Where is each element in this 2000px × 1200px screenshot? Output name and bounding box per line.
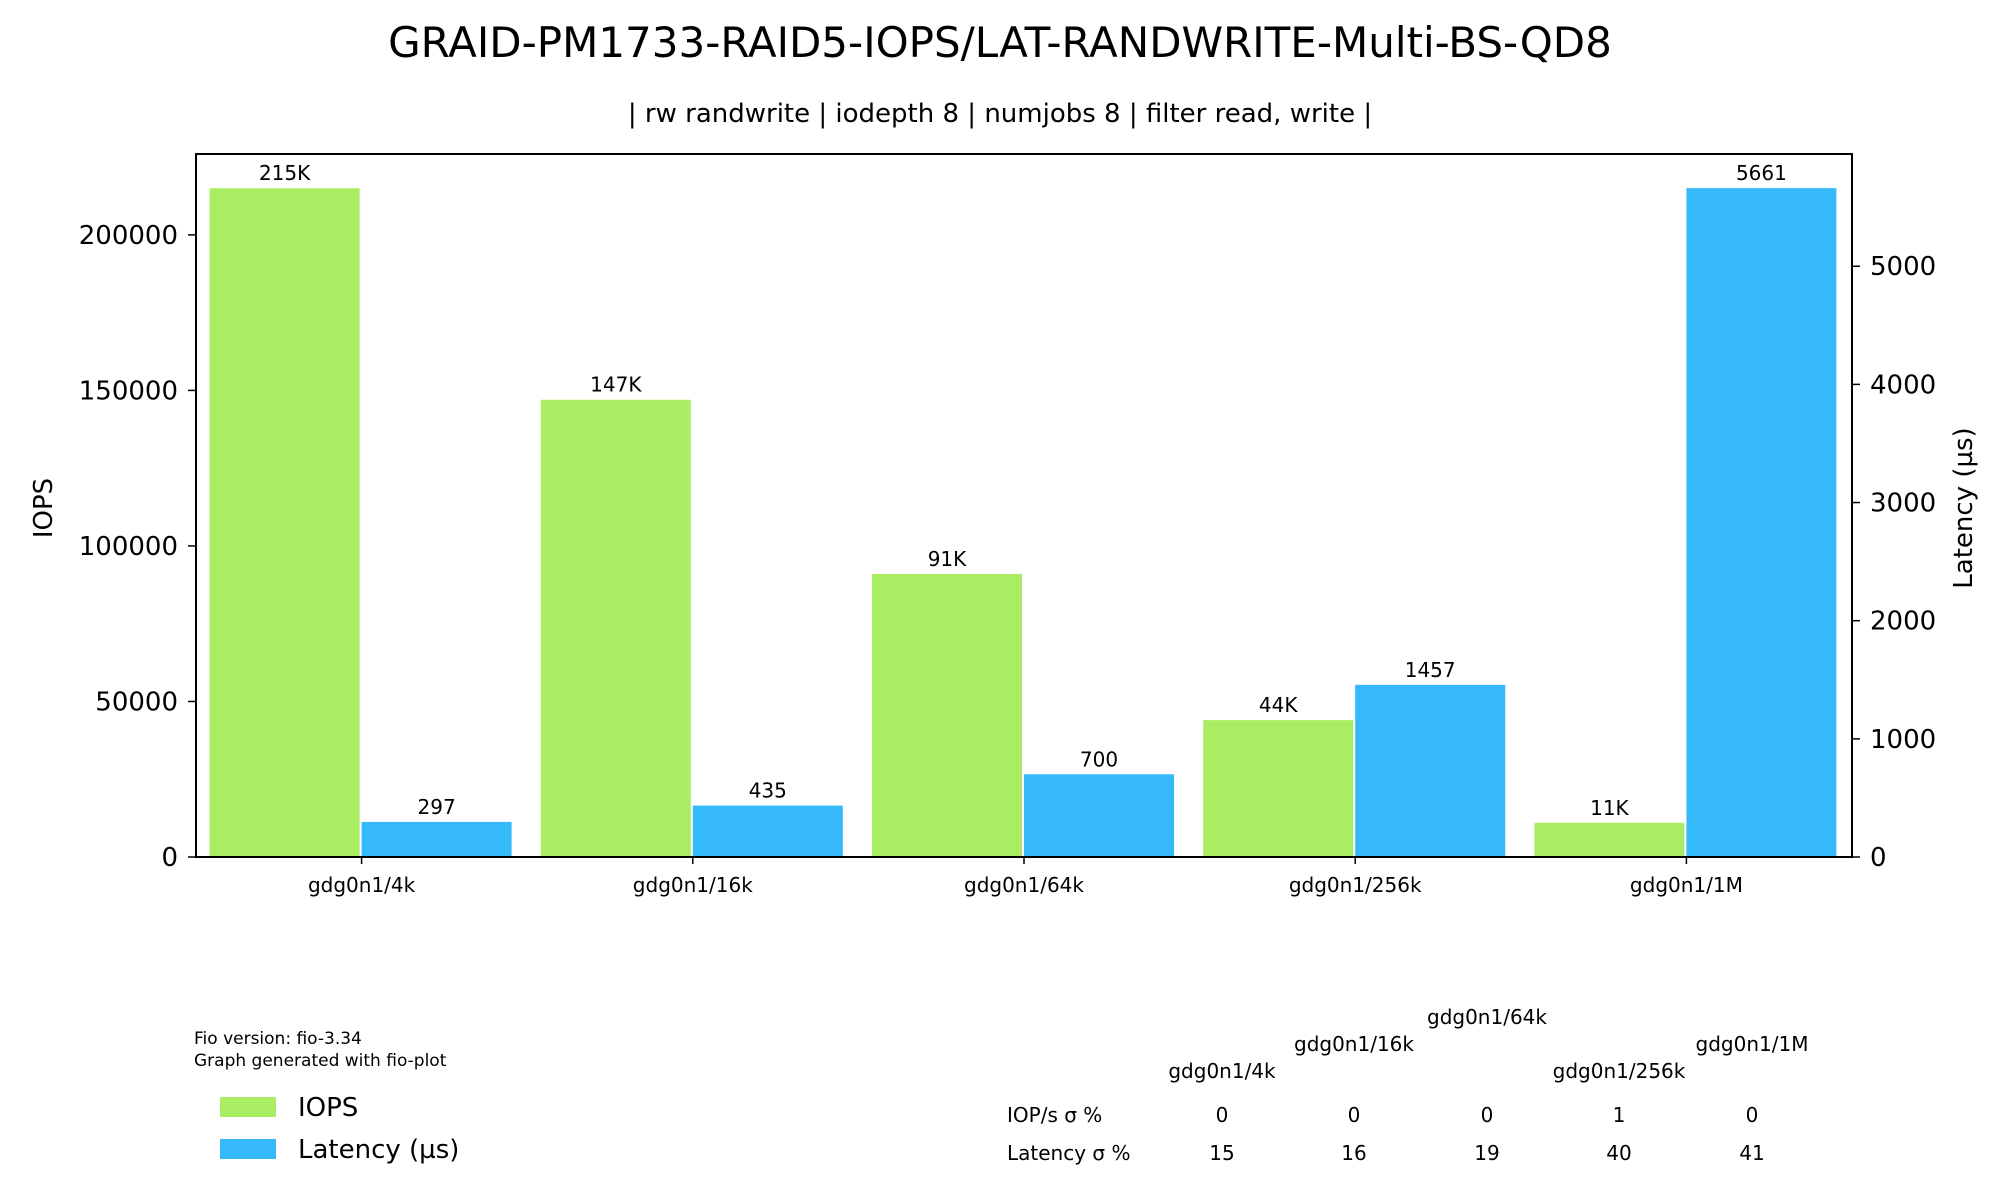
table-cell: 41: [1739, 1141, 1764, 1165]
x-tick-label: gdg0n1/16k: [633, 873, 753, 897]
y-tick-label: 50000: [95, 687, 178, 717]
y2-tick-label: 0: [1870, 843, 1887, 873]
table-cell: 40: [1606, 1141, 1631, 1165]
table-cell: 0: [1216, 1103, 1229, 1127]
table-cell: 0: [1481, 1103, 1494, 1127]
x-tick-label: gdg0n1/4k: [308, 873, 416, 897]
x-tick-label: gdg0n1/64k: [964, 873, 1084, 897]
iops-bar: [1203, 720, 1354, 857]
fio-plot-note: Graph generated with fio-plot: [194, 1051, 447, 1071]
table-header: gdg0n1/256k: [1553, 1059, 1686, 1083]
iops-bar: [1534, 822, 1685, 857]
table-header: gdg0n1/4k: [1168, 1059, 1276, 1083]
axes-layer: gdg0n1/4k gdg0n1/16k gdg0n1/64k gdg0n1/256k…: [79, 153, 1936, 897]
table-cell: 1: [1613, 1103, 1626, 1127]
y2-tick-label: 1000: [1870, 725, 1936, 755]
stats-table: gdg0n1/4k gdg0n1/16k gdg0n1/64k gdg0n1/256k…: [1007, 1005, 1808, 1165]
iops-bar-label: 91K: [928, 547, 967, 571]
y2-tick-label: 3000: [1870, 489, 1936, 519]
legend-swatch-iops: [220, 1097, 276, 1117]
y2-tick-label: 5000: [1870, 252, 1936, 282]
x-tick-label: gdg0n1/1M: [1630, 873, 1743, 897]
table-cell: 16: [1341, 1141, 1366, 1165]
table-cell: 0: [1746, 1103, 1759, 1127]
latency-bar-label: 5661: [1736, 161, 1787, 185]
y-axis-label: IOPS: [29, 478, 59, 538]
table-header: gdg0n1/1M: [1696, 1032, 1809, 1056]
table-cell: 15: [1209, 1141, 1234, 1165]
plot-frame: [195, 153, 1853, 858]
iops-bar-label: 44K: [1259, 693, 1298, 717]
iops-bar-label: 11K: [1590, 796, 1629, 820]
table-header: gdg0n1/64k: [1427, 1005, 1547, 1029]
fio-version-note: Fio version: fio-3.34: [194, 1029, 362, 1049]
iops-bar-label: 215K: [259, 161, 311, 185]
x-tick-label: gdg0n1/256k: [1289, 873, 1422, 897]
legend-label-latency: Latency (µs): [298, 1135, 459, 1165]
latency-bar: [1686, 188, 1837, 857]
latency-bar: [1024, 774, 1174, 857]
latency-bar-label: 1457: [1405, 658, 1456, 682]
latency-bar: [692, 805, 843, 857]
table-cell: 19: [1474, 1141, 1499, 1165]
y-tick-label: 100000: [79, 532, 178, 562]
chart-title: GRAID-PM1733-RAID5-IOPS/LAT-RANDWRITE-Mu…: [388, 18, 1612, 67]
table-row-label: IOP/s σ %: [1007, 1103, 1102, 1127]
legend-swatch-latency: [220, 1139, 276, 1159]
iops-bar: [209, 188, 360, 858]
y-tick-label: 200000: [79, 221, 178, 251]
table-header: gdg0n1/16k: [1294, 1032, 1414, 1056]
latency-bar: [361, 821, 512, 857]
bars-layer: 215K 297 147K 435 91K 700 44K 1457 11K 5661: [209, 161, 1837, 858]
legend-label-iops: IOPS: [298, 1093, 358, 1123]
latency-bar-label: 297: [418, 795, 456, 819]
table-row-label: Latency σ %: [1007, 1141, 1130, 1165]
latency-bar-label: 435: [749, 779, 787, 803]
y-tick-label: 150000: [79, 376, 178, 406]
y-tick-label: 0: [161, 843, 178, 873]
iops-bar: [872, 573, 1022, 857]
iops-bar-label: 147K: [590, 373, 642, 397]
table-cell: 0: [1348, 1103, 1361, 1127]
legend: IOPS Latency (µs): [220, 1093, 459, 1165]
y2-axis-label: Latency (µs): [1949, 427, 1979, 588]
iops-bar: [540, 399, 691, 857]
latency-bar: [1355, 684, 1506, 857]
latency-bar-label: 700: [1080, 747, 1118, 771]
y2-tick-label: 4000: [1870, 370, 1936, 400]
y2-tick-label: 2000: [1870, 607, 1936, 637]
chart-subtitle: | rw randwrite | iodepth 8 | numjobs 8 |…: [628, 99, 1372, 129]
